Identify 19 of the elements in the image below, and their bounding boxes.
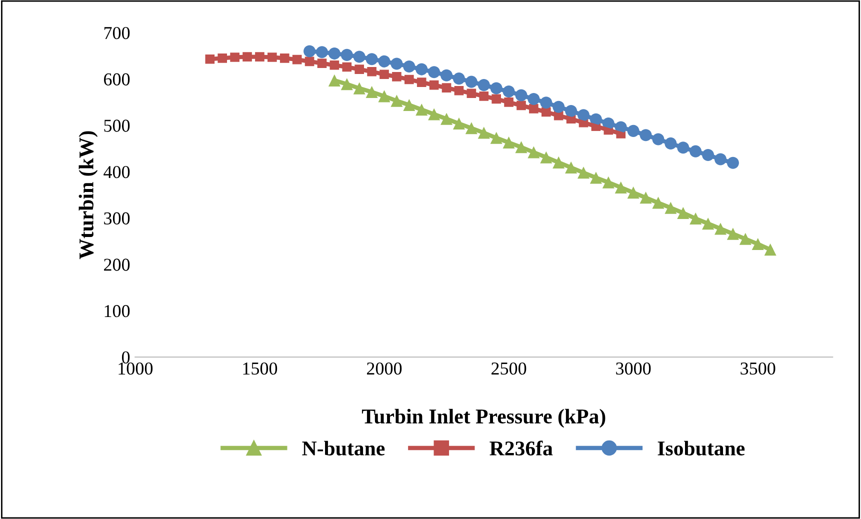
y-tick-label: 600: [104, 73, 130, 86]
x-tick-label: 2000: [366, 362, 402, 375]
x-tick-label: 3000: [616, 362, 651, 375]
y-tick-label: 400: [104, 166, 130, 178]
y-tick-label: 500: [104, 120, 130, 132]
x-tick-label: 1500: [243, 362, 278, 375]
x-axis-title: Turbin Inlet Pressure (kPa): [362, 408, 606, 428]
legend-label: Isobutane: [658, 440, 745, 456]
x-tick-label: 2500: [492, 362, 526, 375]
y-tick-label: 200: [104, 258, 130, 271]
y-tick-label: 700: [104, 26, 130, 40]
y-tick-label: 300: [104, 212, 130, 224]
legend-label: N-butane: [302, 440, 385, 456]
y-tick-label: 100: [104, 304, 130, 318]
y-tick-label: 0: [122, 351, 130, 364]
y-axis-title: Wturbin (kW): [78, 131, 98, 260]
x-tick-label: 3500: [740, 362, 776, 375]
legend-label: R236fa: [490, 440, 553, 456]
x-tick-label: 1000: [118, 362, 153, 375]
